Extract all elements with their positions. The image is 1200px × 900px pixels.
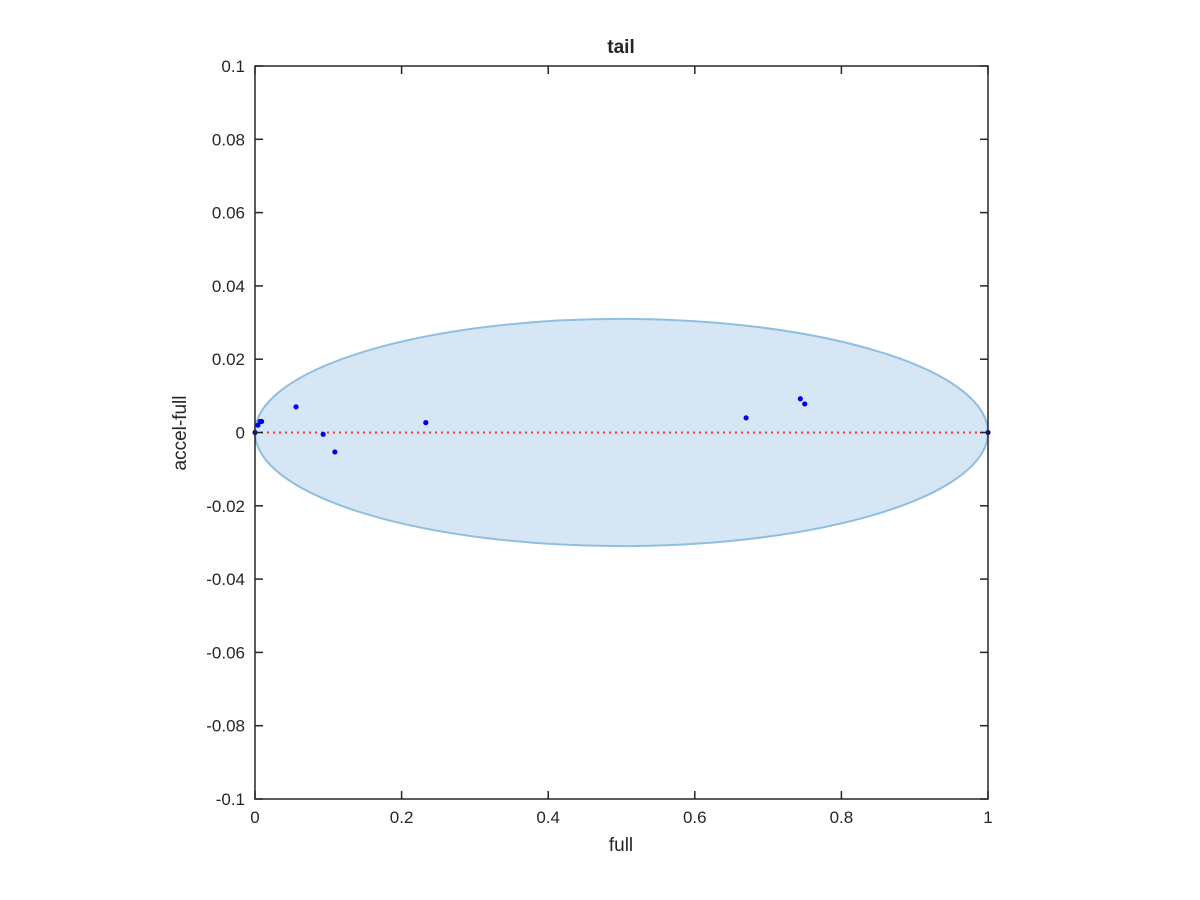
y-tick-label-0: -0.1 (216, 790, 245, 809)
x-axis-label: full (609, 835, 633, 856)
y-tick-label-6: 0.02 (212, 350, 245, 369)
y-tick-label-10: 0.1 (221, 57, 245, 76)
x-tick-label-4: 0.8 (830, 808, 854, 827)
y-tick-label-1: -0.08 (206, 717, 245, 736)
y-ticks: -0.1 -0.08 -0.06 -0.04 -0.02 0 0.02 0.04 0.06 0.0… (206, 57, 988, 809)
x-tick-label-5: 1 (983, 808, 992, 827)
plot-area (252, 317, 991, 548)
data-point-7 (423, 420, 429, 426)
y-axis-label: accel-full (170, 396, 191, 471)
y-tick-label-7: 0.04 (212, 277, 245, 296)
chart-title: tail (607, 37, 634, 58)
y-tick-label-5: 0 (236, 424, 245, 443)
x-tick-label-2: 0.4 (536, 808, 560, 827)
y-tick-label-4: -0.02 (206, 497, 245, 516)
x-tick-label-0: 0 (250, 808, 259, 827)
x-ticks: 0 0.2 0.4 0.6 0.8 1 (250, 66, 993, 827)
data-point-5 (320, 431, 326, 437)
y-tick-label-8: 0.06 (212, 204, 245, 223)
y-tick-label-2: -0.06 (206, 643, 245, 662)
x-tick-label-3: 0.6 (683, 808, 707, 827)
data-point-10 (802, 401, 808, 407)
data-point-4 (293, 404, 299, 410)
y-tick-label-3: -0.04 (206, 570, 245, 589)
data-point-6 (332, 449, 338, 455)
data-point-8 (743, 415, 749, 421)
y-tick-label-9: 0.08 (212, 130, 245, 149)
x-tick-label-1: 0.2 (390, 808, 414, 827)
data-point-3 (258, 418, 265, 425)
data-point-9 (797, 396, 803, 402)
